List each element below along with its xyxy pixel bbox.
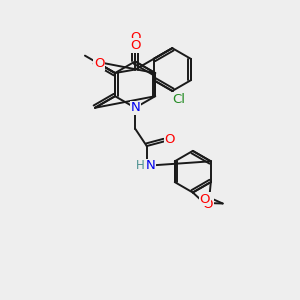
Text: H: H xyxy=(136,159,145,172)
Text: Cl: Cl xyxy=(172,93,185,106)
Text: O: O xyxy=(130,39,140,52)
Text: N: N xyxy=(146,159,155,172)
Text: O: O xyxy=(202,198,213,211)
Text: O: O xyxy=(94,57,104,70)
Text: N: N xyxy=(130,101,140,114)
Text: O: O xyxy=(164,134,175,146)
Text: O: O xyxy=(130,31,140,44)
Text: O: O xyxy=(200,193,210,206)
